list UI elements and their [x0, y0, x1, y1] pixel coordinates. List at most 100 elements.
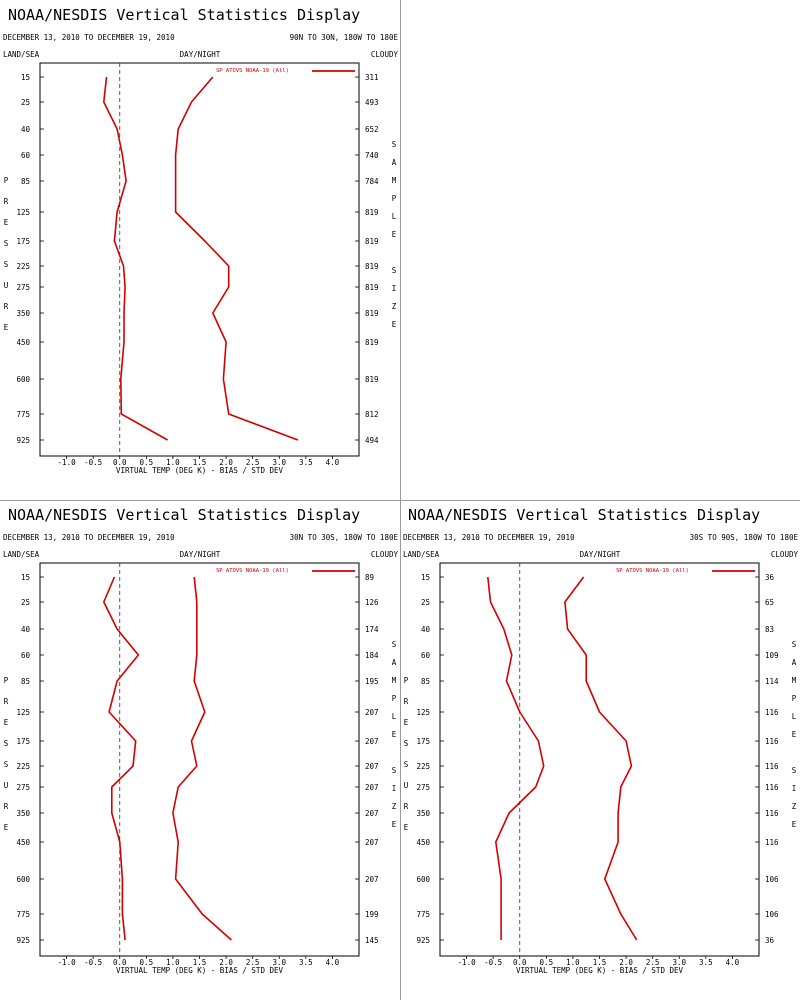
- sample-size-value: 65: [765, 598, 774, 607]
- y-tick-label: 225: [416, 762, 430, 771]
- sample-size-label-letter: P: [792, 694, 797, 703]
- legend-label: SP ATOVS NOAA-19 (All): [216, 68, 289, 74]
- y-tick-label: 450: [416, 838, 430, 847]
- plot-frame: [439, 562, 760, 957]
- y-axis-label-letter: E: [4, 323, 9, 332]
- land-sea-label: LAND/SEA: [3, 550, 40, 559]
- y-axis-label-letter: R: [4, 302, 9, 311]
- x-tick-label: 3.0: [272, 958, 286, 967]
- x-tick-label: 3.5: [299, 458, 313, 467]
- sample-size-value: 184: [365, 651, 379, 660]
- sample-size-value: 195: [365, 677, 379, 686]
- sample-size-value: 116: [765, 783, 779, 792]
- y-tick-label: 775: [416, 910, 430, 919]
- y-axis-label-letter: S: [4, 739, 9, 748]
- y-tick-label: 15: [21, 73, 30, 82]
- sample-size-label-letter: Z: [392, 302, 397, 311]
- y-axis-label-letter: S: [4, 260, 9, 269]
- y-tick-label: 350: [16, 809, 30, 818]
- sample-size-label-letter: Z: [392, 802, 397, 811]
- bias-series-line: [487, 576, 545, 940]
- y-axis-label-letter: U: [4, 781, 9, 790]
- sample-size-label-letter: I: [392, 284, 397, 293]
- y-tick-label: 175: [16, 737, 30, 746]
- x-tick-label: -0.5: [84, 958, 102, 967]
- y-tick-label: 175: [416, 737, 430, 746]
- sample-size-label-letter: S: [792, 640, 797, 649]
- y-tick-label: 60: [421, 651, 431, 660]
- sample-size-label-letter: A: [792, 658, 797, 667]
- x-tick-label: 4.0: [326, 958, 340, 967]
- x-tick-label: 4.0: [326, 458, 340, 467]
- sample-size-value: 207: [365, 783, 379, 792]
- date-range: DECEMBER 13, 2010 TO DECEMBER 19, 2010: [3, 533, 175, 542]
- x-tick-label: 3.5: [699, 958, 713, 967]
- sample-size-value: 494: [365, 436, 379, 445]
- sample-size-value: 207: [365, 762, 379, 771]
- y-tick-label: 275: [16, 283, 30, 292]
- sample-size-value: 819: [365, 208, 379, 217]
- sample-size-value: 207: [365, 809, 379, 818]
- y-tick-label: 125: [16, 708, 30, 717]
- sample-size-value: 207: [365, 875, 379, 884]
- y-axis-label-letter: U: [4, 281, 9, 290]
- y-tick-label: 775: [16, 910, 30, 919]
- bias-series-line: [103, 76, 168, 441]
- y-axis-label-letter: E: [404, 823, 409, 832]
- sample-size-label-letter: E: [792, 730, 797, 739]
- x-tick-label: 2.5: [246, 958, 260, 967]
- sample-size-value: 109: [765, 651, 779, 660]
- x-tick-label: 2.0: [219, 958, 233, 967]
- sample-size-value: 36: [765, 936, 775, 945]
- date-range: DECEMBER 13, 2010 TO DECEMBER 19, 2010: [3, 33, 175, 42]
- cloudy-label: CLOUDY: [371, 550, 399, 559]
- sample-size-label-letter: S: [392, 266, 397, 275]
- y-tick-label: 175: [16, 237, 30, 246]
- day-night-label: DAY/NIGHT: [180, 50, 221, 59]
- y-tick-label: 350: [16, 309, 30, 318]
- chart-svg: NOAA/NESDIS Vertical Statistics Display D…: [3, 506, 399, 975]
- sample-size-label-letter: P: [392, 694, 397, 703]
- sample-size-value: 36: [765, 573, 775, 582]
- y-tick-label: 600: [16, 875, 30, 884]
- sample-size-value: 207: [365, 737, 379, 746]
- sample-size-label-letter: E: [792, 820, 797, 829]
- y-tick-label: 25: [21, 98, 30, 107]
- sample-size-value: 819: [365, 375, 379, 384]
- x-tick-label: 2.5: [646, 958, 660, 967]
- y-axis-label-letter: E: [404, 718, 409, 727]
- y-tick-label: 350: [416, 809, 430, 818]
- date-range: DECEMBER 13, 2010 TO DECEMBER 19, 2010: [403, 533, 575, 542]
- stddev-series-line: [564, 576, 638, 941]
- sample-size-value: 819: [365, 237, 379, 246]
- sample-size-label-letter: M: [392, 176, 397, 185]
- x-tick-label: 3.5: [299, 958, 313, 967]
- plot-frame: [39, 562, 360, 957]
- panel-north: NOAA/NESDIS Vertical Statistics Display D…: [0, 0, 400, 500]
- y-tick-label: 15: [21, 573, 30, 582]
- x-tick-label: 2.5: [246, 458, 260, 467]
- y-axis-label-letter: R: [4, 197, 9, 206]
- x-tick-label: 4.0: [726, 958, 740, 967]
- x-tick-label: 3.0: [272, 458, 286, 467]
- sample-size-value: 207: [365, 838, 379, 847]
- sample-size-label-letter: S: [792, 766, 797, 775]
- y-axis-label-letter: E: [4, 823, 9, 832]
- land-sea-label: LAND/SEA: [403, 550, 440, 559]
- x-tick-label: -0.5: [84, 458, 102, 467]
- sample-size-value: 116: [765, 708, 779, 717]
- y-tick-label: 225: [16, 762, 30, 771]
- y-tick-label: 600: [16, 375, 30, 384]
- x-tick-label: 0.5: [140, 958, 154, 967]
- sample-size-label-letter: I: [792, 784, 797, 793]
- chart-title: NOAA/NESDIS Vertical Statistics Display: [8, 506, 360, 524]
- sample-size-label-letter: L: [392, 712, 397, 721]
- x-tick-label: 1.0: [166, 458, 180, 467]
- chart-svg: NOAA/NESDIS Vertical Statistics Display D…: [403, 506, 798, 975]
- x-axis-label: VIRTUAL TEMP (DEG K) - BIAS / STD DEV: [116, 966, 284, 975]
- y-tick-label: 25: [21, 598, 30, 607]
- sample-size-label-letter: P: [392, 194, 397, 203]
- y-axis-label-letter: R: [404, 697, 409, 706]
- sample-size-value: 819: [365, 283, 379, 292]
- y-tick-label: 450: [16, 338, 30, 347]
